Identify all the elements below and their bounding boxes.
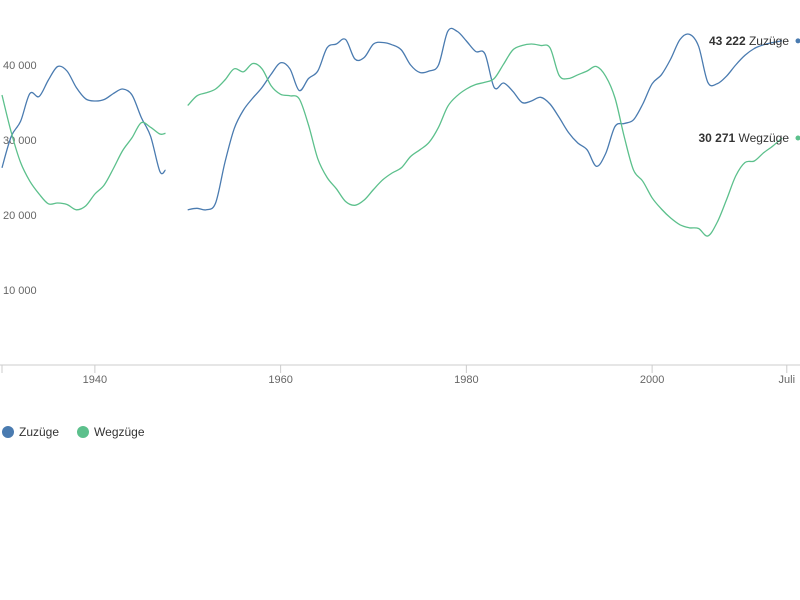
- x-tick-label: 2000: [640, 374, 664, 386]
- y-tick-label: 20 000: [3, 210, 37, 222]
- end-labels: 43 222 Zuzüge 30 271 Wegzüge: [698, 34, 800, 145]
- series-line-wegzge: [1, 43, 783, 237]
- end-label-wegzge: 30 271 Wegzüge: [698, 131, 789, 145]
- end-label-zuzge: 43 222 Zuzüge: [709, 34, 789, 48]
- legend-swatch-zuzge: [2, 426, 14, 438]
- x-tick-label: 1960: [268, 374, 292, 386]
- legend-label-wegzge: Wegzüge: [94, 425, 145, 439]
- legend-swatch-wegzge: [77, 426, 90, 438]
- series-line-zuzge: [1, 27, 783, 211]
- x-axis-ticks: 1940 1960 1980 2000 Juli: [1, 365, 796, 386]
- x-tick-label: 1980: [454, 374, 478, 386]
- y-tick-label: 10 000: [3, 285, 37, 297]
- x-tick-label: 1940: [83, 374, 107, 386]
- end-marker-zuzge: [795, 38, 800, 44]
- end-marker-wegzge: [795, 135, 800, 141]
- line-chart: 10 000 20 000 30 000 40 000 1940 1960 1980 200…: [0, 27, 800, 386]
- x-tick-label: Juli: [779, 374, 796, 386]
- legend-item-zuzge[interactable]: Zuzüge: [2, 425, 59, 439]
- legend-item-wegzge[interactable]: Wegzüge: [77, 425, 145, 439]
- end-value-zuzge: 43 222: [709, 34, 746, 48]
- end-series-name-wegzge: Wegzüge: [735, 131, 789, 145]
- end-series-name-zuzge: Zuzüge: [746, 34, 790, 48]
- end-value-wegzge: 30 271: [698, 131, 735, 145]
- y-tick-label: 40 000: [3, 60, 37, 72]
- legend: Zuzüge Wegzüge: [2, 425, 145, 439]
- y-axis-ticks: 10 000 20 000 30 000 40 000: [3, 60, 37, 297]
- legend-label-zuzge: Zuzüge: [19, 425, 60, 439]
- y-tick-label: 30 000: [3, 135, 37, 147]
- series-layer: [1, 27, 783, 237]
